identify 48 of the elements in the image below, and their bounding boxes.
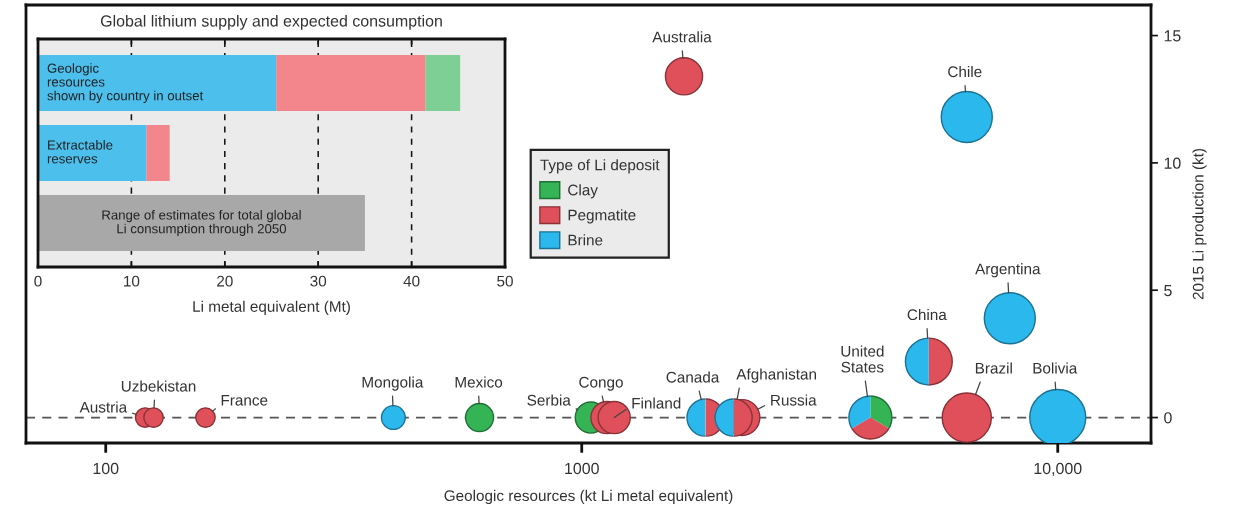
y-tick-label: 0 [1164,412,1172,424]
x-tick-label: 20 [217,275,233,287]
y-tick-label: 10 [1164,157,1181,169]
annotation: Mongolia [362,376,424,391]
annotation: Brazil [975,362,1012,374]
y-axis-title: 2015 Li production (kt) [1192,148,1207,300]
annotation: Russia [771,394,817,406]
chart-title: Global lithium supply and expected consumption [100,14,442,30]
annotation: Serbia [527,394,571,406]
x-axis-title: Li metal equivalent (Mt) [193,300,350,315]
annotation: Bolivia [1033,362,1078,374]
legend-label: Clay [568,184,598,199]
x-tick-label: 10 [124,275,140,287]
annotation: France [221,394,268,406]
x-axis-title: Geologic resources (kt Li metal equivalent) [444,489,733,505]
bar [38,125,147,181]
legend-title: Type of Li deposit [540,159,660,174]
y-tick-label: 5 [1164,285,1172,297]
y-tick-label: Extractable reserves [47,139,113,164]
x-tick-label: 50 [497,275,513,287]
y-tick-label: 15 [1164,30,1181,42]
annotation: United States [841,345,884,373]
annotation: Congo [579,376,623,391]
x-tick-label: 40 [403,275,420,287]
annotation: Mexico [455,376,503,388]
y-tick-label: Geologic resources shown by country in outset [47,63,204,103]
legend-label: Brine [568,234,603,246]
annotation: China [907,308,947,321]
annotation: Chile [948,65,982,78]
annotation: Argentina [975,263,1041,278]
y-tick-label: Range of estimates for total global Li consumption through 2050 [102,209,301,236]
annotation: Finland [632,397,681,409]
annotation: Uzbekistan [121,380,196,392]
x-tick-label: 30 [310,275,327,287]
bar [146,125,170,181]
bar [276,55,426,112]
annotation: Canada [666,371,720,383]
x-tick-label: 100 [93,462,119,475]
bar [38,194,365,251]
bar [425,55,461,112]
bar [38,55,277,112]
x-tick-label: 1000 [565,462,599,475]
annotation: Afghanistan [736,368,816,383]
annotation: Australia [652,31,712,43]
x-tick-label: 10,000 [1034,462,1082,477]
legend-label: Pegmatite [568,209,636,224]
x-tick-label: 0 [34,275,42,287]
annotation: Austria [79,401,128,413]
